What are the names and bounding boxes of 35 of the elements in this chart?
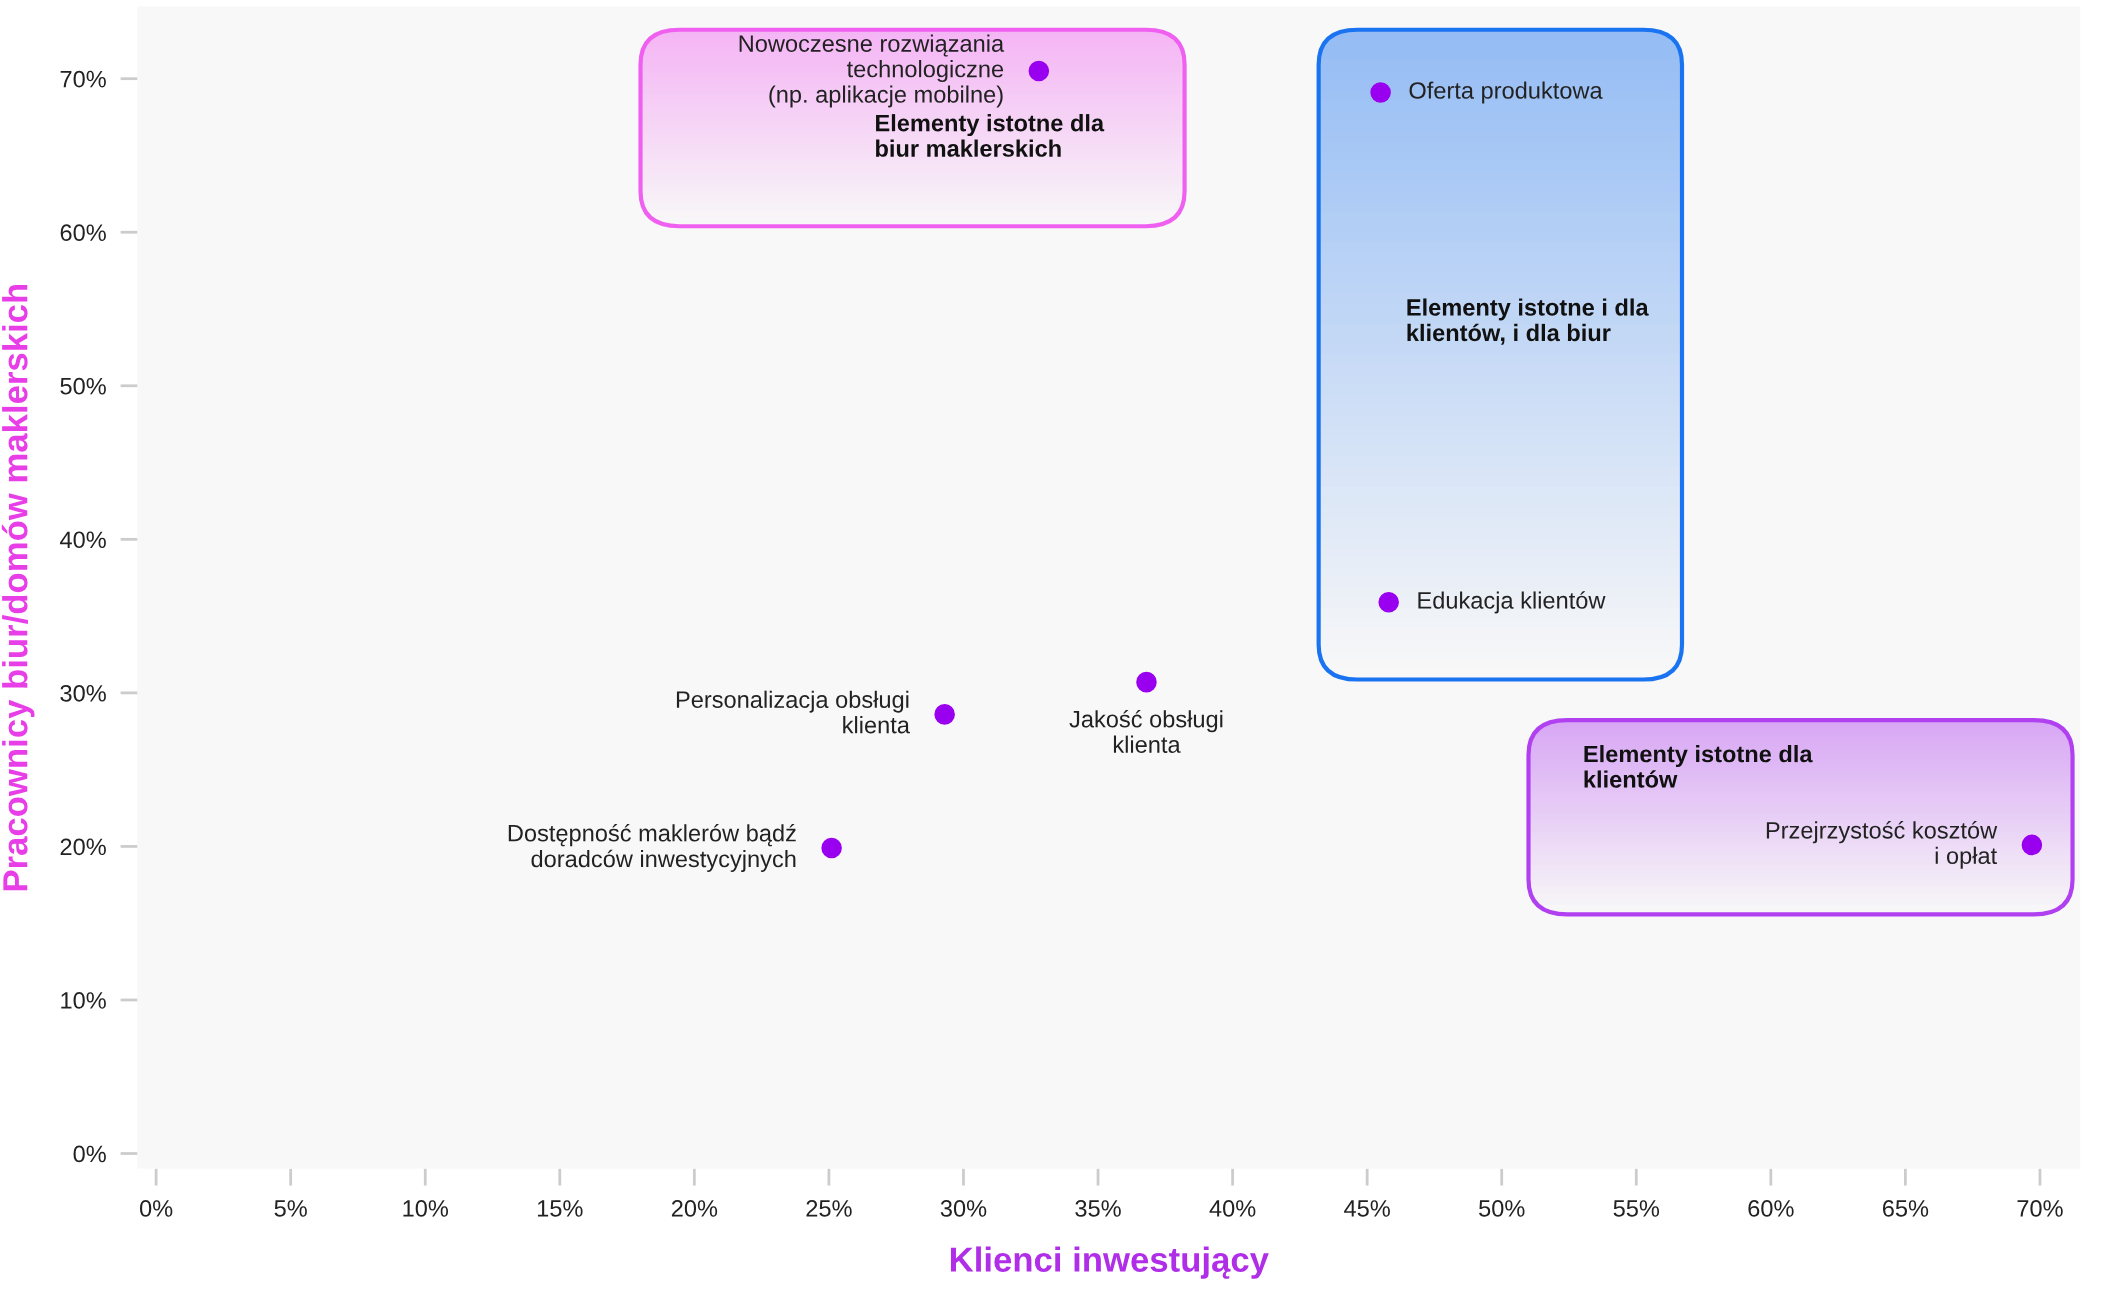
x-tick-label: 60% (1748, 1200, 1794, 1217)
x-tick-label: 20% (671, 1200, 718, 1217)
y-tick-label: 70% (60, 70, 106, 88)
y-tick-label: 50% (60, 377, 106, 395)
annotation: Elementy istotne i dla klientów, i dla biur (1407, 298, 1649, 345)
x-tick-label: 45% (1344, 1200, 1390, 1217)
x-tick-label: 15% (537, 1200, 583, 1217)
annotation: Personalizacja obsługi klienta (676, 690, 910, 734)
y-tick-label: 20% (60, 838, 106, 856)
x-tick-label: 30% (940, 1200, 987, 1217)
y-tick-label: 60% (60, 224, 106, 242)
x-tick-label: 50% (1479, 1200, 1525, 1217)
annotation: Elementy istotne dla klientów (1584, 745, 1813, 788)
x-tick-label: 40% (1209, 1200, 1256, 1217)
y-tick-label: 30% (60, 684, 106, 702)
annotation: Dostępność maklerów bądź doradców inwestycyjnych (508, 823, 796, 872)
y-tick-label: 0% (73, 1145, 106, 1163)
x-tick-label: 5% (274, 1200, 307, 1217)
annotation: Nowoczesne rozwiązania technologiczne (np. aplikacje mobilne) (739, 34, 1005, 108)
x-tick-label: 35% (1075, 1200, 1121, 1217)
annotation: Edukacja klientów (1418, 591, 1606, 614)
y-tick-label: 10% (61, 992, 106, 1009)
x-tick-label: 55% (1613, 1200, 1660, 1217)
x-tick-label: 65% (1882, 1200, 1929, 1217)
x-tick-label: 70% (2017, 1200, 2063, 1217)
y-tick-label: 40% (60, 531, 106, 549)
x-tick-label: 25% (806, 1200, 852, 1217)
x-tick-label: 0% (139, 1200, 173, 1217)
annotation: Jakość obsługi klienta (1069, 709, 1223, 753)
x-axis-title: Klienci inwestujący (950, 1246, 1269, 1279)
annotation: Przejrzystość kosztów i opłat (1766, 821, 1998, 869)
x-tick-label: 10% (403, 1200, 449, 1217)
annotation: Oferta produktowa (1409, 81, 1603, 104)
y-axis-title: Pracownicy biur/domów maklerskich (1, 284, 35, 891)
annotation: Elementy istotne dla biur maklerskich (876, 114, 1105, 157)
